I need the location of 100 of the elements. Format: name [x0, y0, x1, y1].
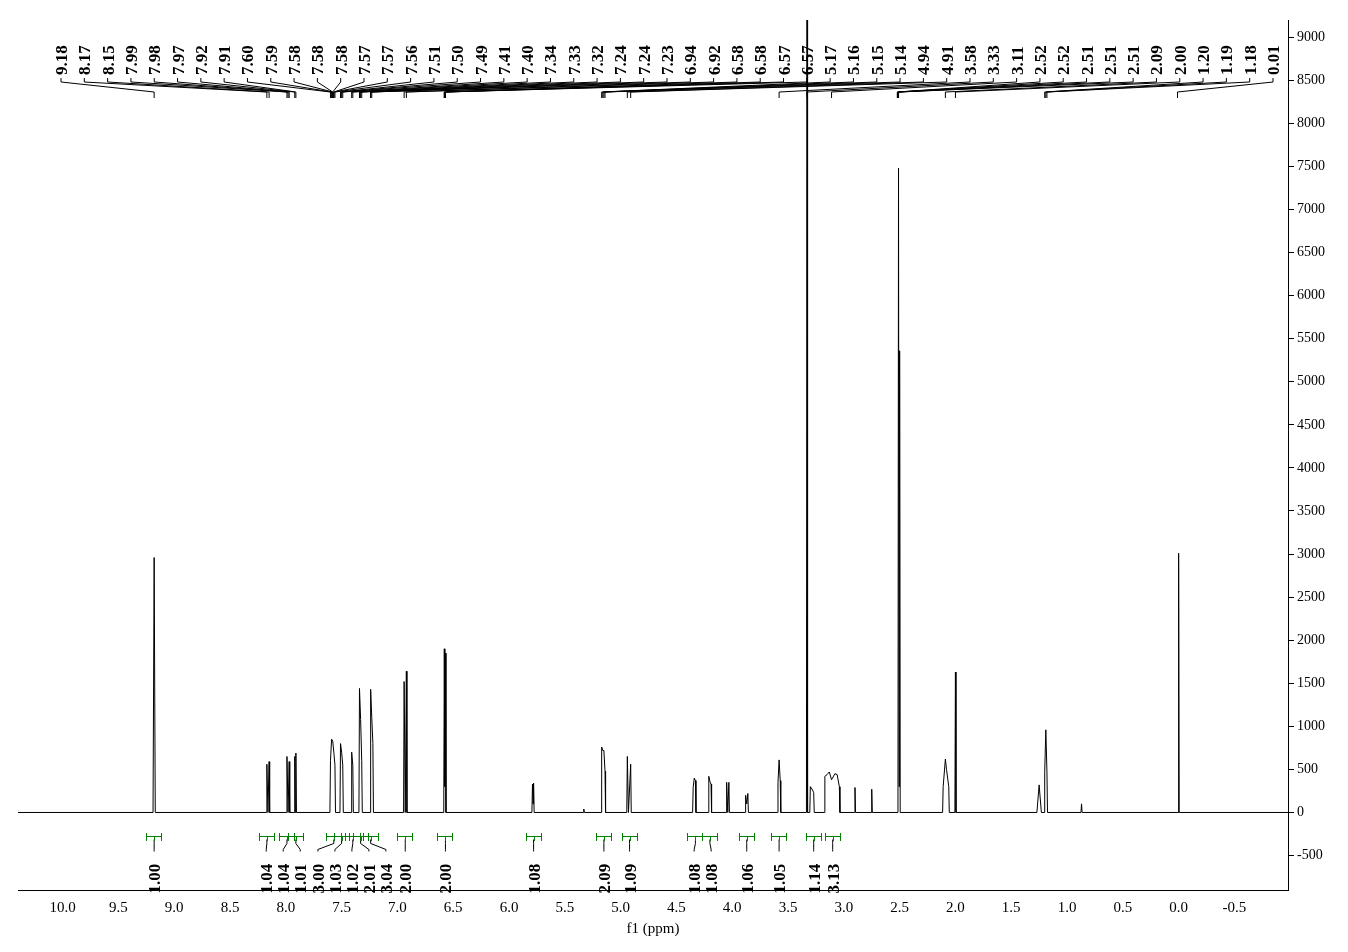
annotation: 6.58 [727, 45, 747, 75]
x-tick-label: 0.5 [1113, 898, 1133, 915]
y-tick-label: 4500 [1297, 416, 1325, 432]
annotation: 2.51 [1124, 45, 1144, 75]
x-tick-label: 7.5 [332, 898, 352, 915]
annotation: 6.94 [681, 44, 701, 75]
x-axis-title: f1 (ppm) [626, 919, 680, 937]
y-tick-label: 500 [1297, 761, 1318, 777]
annotation: 7.56 [401, 45, 421, 75]
annotation: 7.41 [494, 45, 514, 75]
x-tick-label: 1.5 [1001, 898, 1021, 915]
annotation: 4.94 [914, 44, 934, 75]
x-tick-label: 6.0 [499, 898, 519, 915]
y-tick-label: 7500 [1297, 158, 1325, 174]
annotation: 7.58 [331, 45, 351, 75]
y-tick-label: 6000 [1297, 287, 1325, 303]
y-tick-label: 1000 [1297, 718, 1325, 734]
x-tick-label: 5.5 [555, 898, 575, 915]
annotation: 2.52 [1030, 45, 1050, 75]
annotation: 2.01 [359, 863, 379, 894]
annotation: 7.32 [588, 45, 608, 75]
annotation: 2.52 [1054, 45, 1074, 75]
y-tick-label: 7000 [1297, 201, 1325, 217]
y-tick-label: 8000 [1297, 115, 1325, 131]
x-tick-label: 0.0 [1169, 898, 1189, 915]
annotation: 1.18 [1240, 45, 1260, 75]
annotation: 7.49 [471, 45, 491, 75]
annotation: 1.05 [770, 863, 790, 894]
x-tick-label: 4.0 [722, 898, 742, 915]
annotation: 5.17 [821, 44, 841, 75]
annotation: 0.01 [1264, 45, 1283, 75]
annotation: 3.00 [308, 863, 328, 894]
annotation: 5.15 [867, 45, 887, 75]
annotation: 2.51 [1077, 45, 1097, 75]
y-tick-label: 2000 [1297, 631, 1325, 647]
y-tick-label: 6500 [1297, 244, 1325, 260]
annotation: 5.16 [844, 45, 864, 75]
annotation: 7.57 [355, 44, 374, 75]
annotation: 7.51 [424, 45, 444, 75]
annotation: 1.09 [620, 863, 640, 894]
annotation: 1.08 [702, 863, 722, 894]
annotation: 7.60 [238, 45, 258, 75]
annotation: 3.58 [961, 45, 980, 75]
x-tick-label: 9.5 [109, 898, 128, 915]
annotation: 2.51 [1100, 45, 1120, 75]
annotation: 1.08 [685, 863, 705, 894]
annotation: 6.57 [774, 44, 794, 75]
annotation: 8.17 [75, 44, 95, 75]
annotation: 1.20 [1194, 45, 1214, 75]
y-tick-label: 3000 [1297, 545, 1325, 561]
y-tick-label: 3500 [1297, 502, 1325, 518]
annotation: 7.33 [564, 45, 584, 75]
annotation: 1.02 [342, 863, 362, 894]
annotation: 1.04 [257, 863, 277, 894]
annotation: 7.50 [448, 45, 468, 75]
annotation: 6.92 [704, 45, 724, 75]
x-tick-label: 1.0 [1057, 898, 1077, 915]
y-tick-label: 5000 [1297, 373, 1325, 389]
annotation: 3.04 [376, 863, 396, 894]
x-tick-label: 10.0 [49, 898, 76, 915]
y-tick-label: 5500 [1297, 330, 1325, 346]
annotation: 7.24 [611, 44, 631, 75]
annotation: 7.57 [378, 44, 398, 75]
annotation: 7.92 [191, 45, 211, 75]
x-tick-label: 8.0 [276, 898, 296, 915]
annotation: 5.14 [891, 44, 911, 75]
annotation: 2.09 [594, 863, 614, 894]
annotation: 1.19 [1217, 45, 1237, 75]
annotation: 1.04 [274, 863, 294, 894]
annotation: 7.97 [168, 44, 188, 75]
x-tick-label: 4.5 [667, 898, 686, 915]
y-tick-label: 8500 [1297, 71, 1325, 87]
annotation: 1.03 [325, 863, 345, 894]
annotation: 7.98 [145, 45, 165, 75]
annotation: 2.00 [436, 863, 456, 894]
x-tick-label: 9.0 [164, 898, 184, 915]
annotation: 7.59 [261, 45, 281, 75]
x-tick-label: 2.5 [890, 898, 910, 915]
annotation: 7.34 [541, 44, 561, 75]
x-tick-label: 5.0 [611, 898, 631, 915]
annotation: 1.00 [145, 863, 165, 894]
annotation: 1.06 [737, 863, 757, 894]
annotation: 7.91 [215, 45, 235, 75]
annotation: 6.58 [751, 45, 771, 75]
x-tick-label: 8.5 [220, 898, 240, 915]
x-tick-label: 7.0 [388, 898, 407, 915]
y-tick-label: -500 [1297, 847, 1323, 863]
annotation: 7.23 [658, 45, 677, 75]
annotation: 8.15 [98, 45, 118, 75]
annotation: 7.40 [518, 45, 538, 75]
annotation: 3.11 [1007, 46, 1027, 75]
x-tick-label: 6.5 [443, 898, 463, 915]
x-tick-label: -0.5 [1222, 898, 1247, 915]
x-tick-label: 3.0 [834, 898, 854, 915]
annotation: 2.00 [1170, 45, 1190, 75]
annotation: 1.14 [804, 863, 824, 894]
annotation: 7.24 [634, 44, 654, 75]
annotation: 4.91 [937, 45, 957, 75]
annotation: 9.18 [52, 45, 71, 75]
annotation: 2.00 [396, 863, 416, 894]
